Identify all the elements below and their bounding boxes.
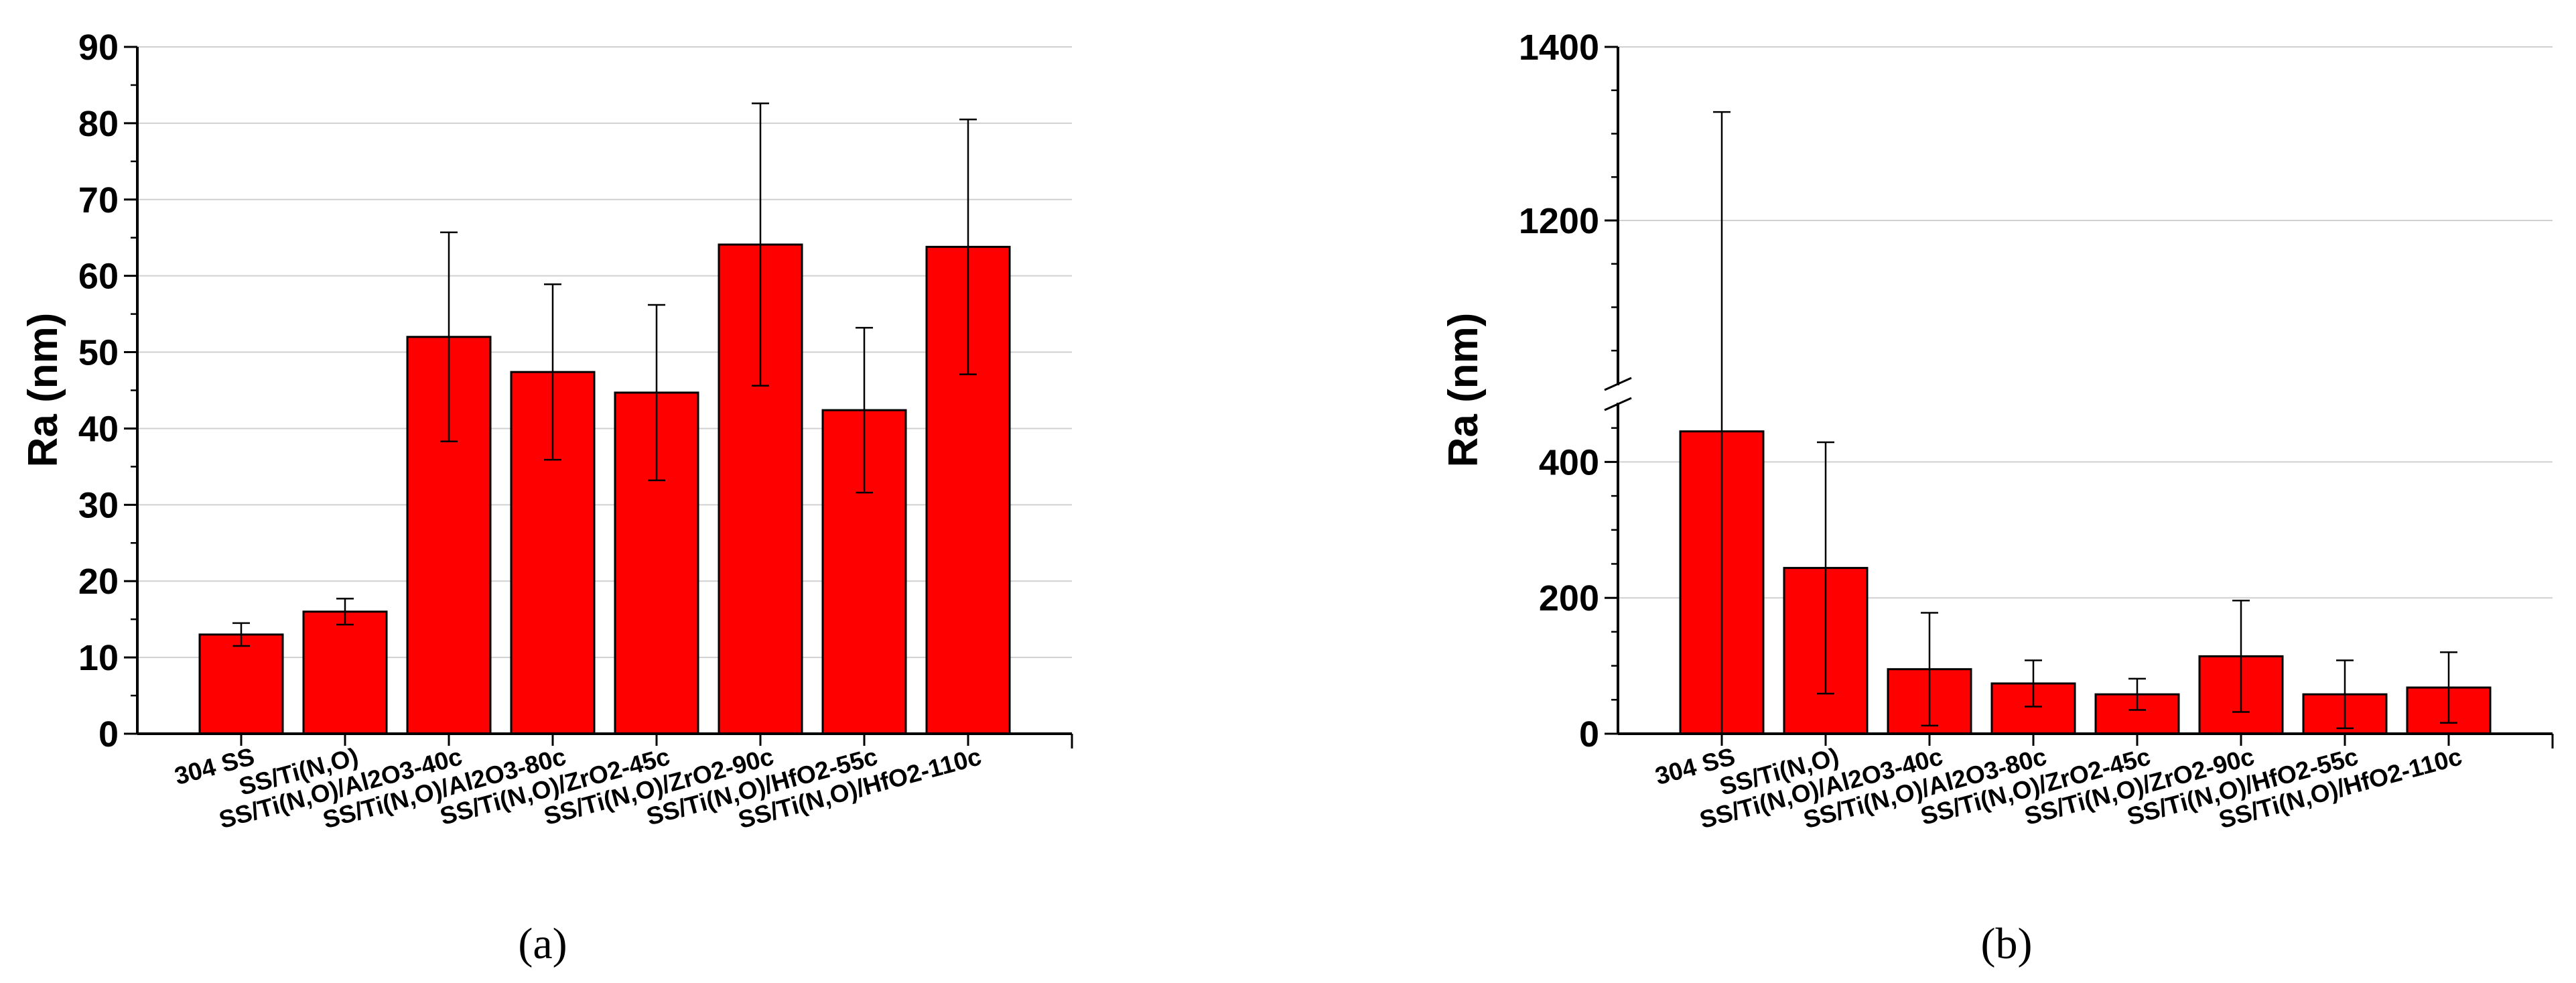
chart-a: 0 10 20 30 40 50 60 70 80 90 304 SSSS/Ti(N,O)SS/T… [20, 27, 1073, 968]
panel-label-b: (b) [1981, 919, 2033, 968]
axis-break-mark [1604, 397, 1632, 411]
y-tick-label: 80 [78, 104, 119, 144]
error-bars-a [232, 103, 977, 647]
y-tick-label: 20 [78, 562, 119, 602]
y-tick-label: 10 [78, 638, 119, 678]
panel-label-a: (a) [518, 919, 567, 968]
axis-break-mark [1604, 377, 1632, 391]
y-ticks-b: 0 200 400 1200 1400 [1519, 27, 1618, 755]
y-tick-label: 60 [78, 257, 119, 297]
y-axis-label-a: Ra (nm) [20, 313, 66, 468]
y-ticks-a: 0 10 20 30 40 50 60 70 80 90 [78, 27, 137, 755]
gridlines-b [1618, 46, 2553, 599]
y-tick-label: 1400 [1519, 27, 1599, 68]
chart-b: 0 200 400 1200 1400 304 SSSS/Ti(N,O)SS/Ti(N,… [1440, 27, 2554, 968]
y-tick-label: 40 [78, 409, 119, 449]
bar [302, 610, 388, 735]
y-axis-label-b: Ra (nm) [1440, 313, 1487, 468]
plot-area-b [1618, 47, 2553, 734]
y-tick-label: 200 [1539, 578, 1599, 618]
y-tick-label: 1200 [1519, 201, 1599, 241]
y-tick-label: 50 [78, 333, 119, 373]
bar [198, 633, 284, 735]
plot-area-a [137, 47, 1072, 734]
gridlines-a [137, 46, 1072, 659]
x-tick-labels-a: 304 SSSS/Ti(N,O)SS/Ti(N,O)/Al2O3-40cSS/T… [172, 742, 984, 834]
error-bars-b [1713, 111, 2457, 735]
y-tick-label: 0 [1579, 714, 1599, 755]
y-tick-label: 30 [78, 485, 119, 525]
y-tick-label: 90 [78, 27, 119, 68]
y-tick-label: 70 [78, 180, 119, 220]
y-tick-label: 400 [1539, 442, 1599, 482]
y-tick-label: 0 [98, 714, 119, 755]
x-tick-labels-b: 304 SSSS/Ti(N,O)SS/Ti(N,O)/Al2O3-40cSS/T… [1652, 742, 2465, 834]
